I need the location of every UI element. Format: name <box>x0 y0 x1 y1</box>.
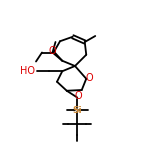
Text: O: O <box>48 46 56 56</box>
Text: O: O <box>85 73 93 83</box>
Text: O: O <box>74 91 82 100</box>
Text: HO: HO <box>20 66 35 76</box>
Text: Si: Si <box>72 106 82 115</box>
